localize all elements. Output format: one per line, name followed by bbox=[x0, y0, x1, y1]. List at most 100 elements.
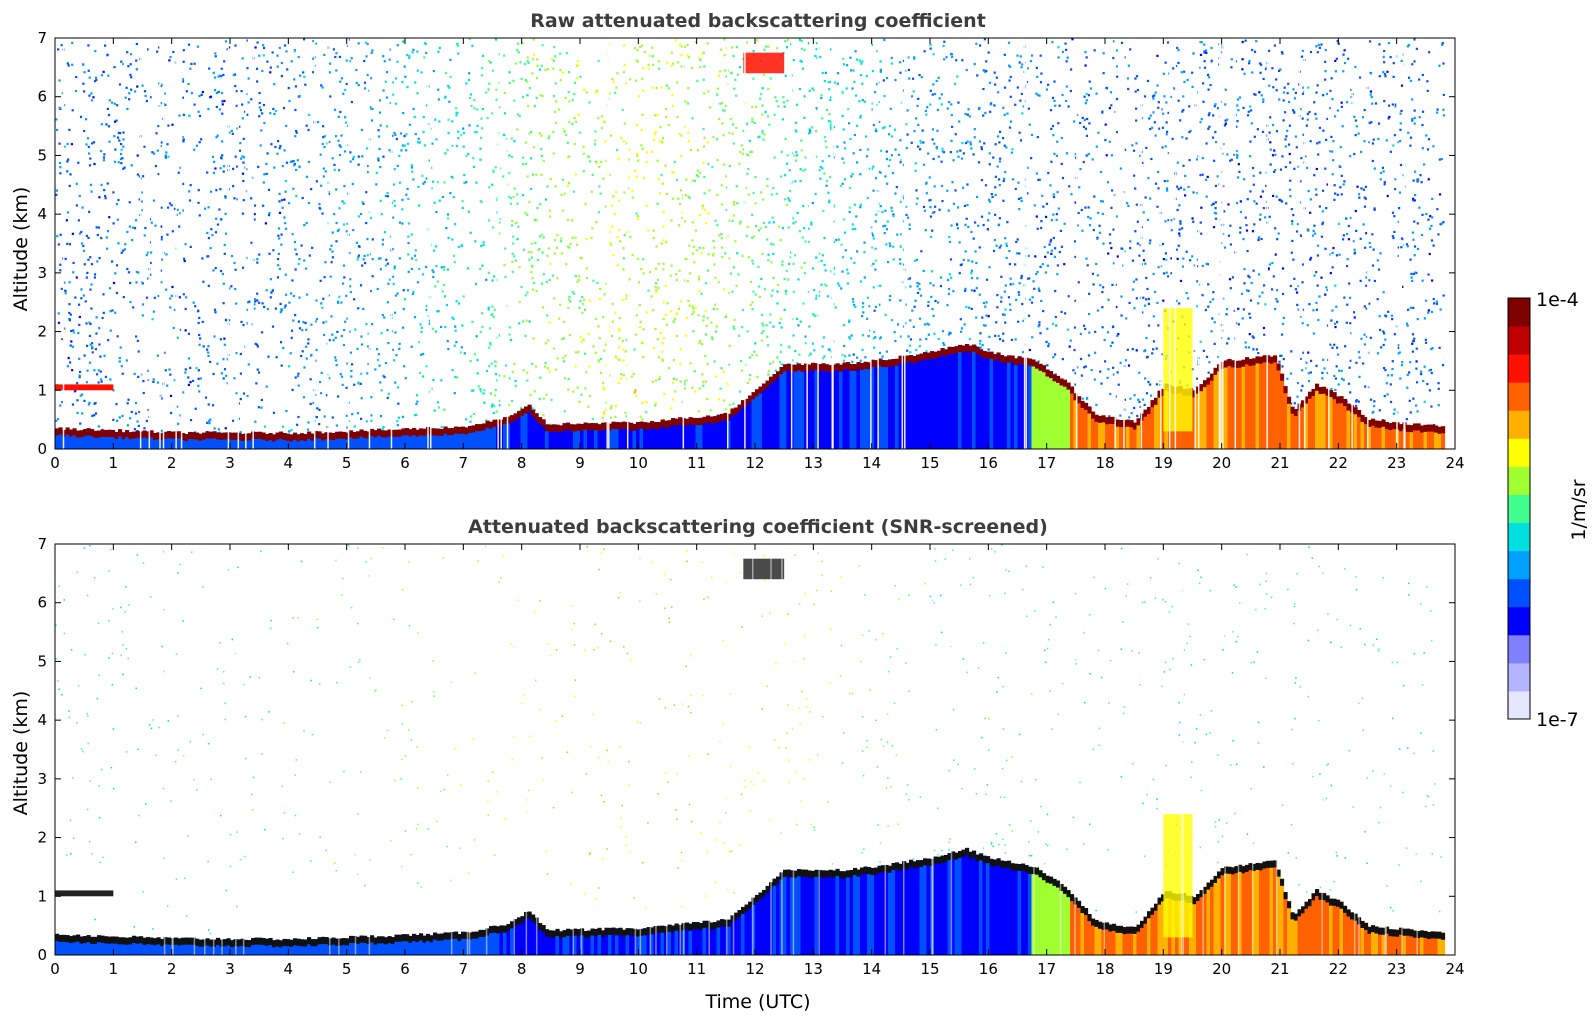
speckle bbox=[524, 294, 527, 297]
speckle bbox=[528, 87, 531, 90]
speckle bbox=[623, 122, 626, 125]
speckle bbox=[1082, 125, 1086, 129]
speckle bbox=[312, 39, 315, 43]
speckle bbox=[1334, 115, 1337, 118]
speckle bbox=[855, 215, 858, 218]
speckle bbox=[1311, 234, 1315, 237]
speckle bbox=[1413, 199, 1416, 202]
speckle bbox=[476, 124, 479, 128]
speckle bbox=[1427, 309, 1430, 312]
speckle bbox=[160, 238, 163, 241]
speckle bbox=[720, 246, 724, 249]
speckle bbox=[849, 137, 852, 141]
speckle bbox=[929, 103, 932, 106]
speckle bbox=[1116, 334, 1119, 337]
speckle bbox=[752, 50, 755, 53]
speckle bbox=[956, 206, 960, 209]
speckle bbox=[182, 113, 185, 116]
speckle bbox=[679, 348, 682, 351]
speckle bbox=[1210, 203, 1213, 207]
speckle bbox=[880, 149, 883, 152]
speckle bbox=[117, 131, 120, 135]
speckle bbox=[530, 251, 533, 254]
speckle bbox=[872, 189, 875, 192]
speckle bbox=[279, 311, 282, 314]
speckle bbox=[403, 65, 406, 68]
speckle bbox=[874, 91, 877, 94]
speckle bbox=[1400, 246, 1403, 249]
speckle bbox=[75, 276, 78, 279]
speckle bbox=[322, 167, 325, 170]
speckle bbox=[890, 154, 893, 157]
speckle bbox=[143, 427, 146, 430]
speckle bbox=[253, 303, 256, 306]
speckle bbox=[805, 342, 808, 345]
speckle bbox=[676, 61, 680, 64]
speckle bbox=[1313, 101, 1316, 104]
speckle bbox=[332, 48, 336, 51]
speckle bbox=[1260, 94, 1263, 97]
speckle bbox=[929, 215, 933, 218]
speckle bbox=[233, 73, 237, 76]
speckle bbox=[104, 375, 108, 378]
speckle bbox=[710, 321, 713, 324]
speckle bbox=[1410, 272, 1413, 275]
speckle bbox=[83, 354, 86, 357]
speckle bbox=[1106, 331, 1110, 334]
speckle bbox=[764, 225, 767, 229]
speckle bbox=[154, 164, 158, 168]
speckle bbox=[1065, 60, 1068, 63]
speckle bbox=[1154, 182, 1158, 185]
speckle bbox=[1427, 218, 1430, 221]
speckle bbox=[87, 403, 90, 406]
speckle bbox=[1179, 186, 1183, 189]
speckle bbox=[1228, 278, 1232, 281]
speckle bbox=[535, 96, 538, 100]
speckle bbox=[714, 330, 718, 333]
speckle bbox=[1061, 93, 1064, 97]
speckle bbox=[1068, 345, 1071, 348]
speckle bbox=[702, 78, 705, 81]
speckle bbox=[807, 227, 810, 230]
speckle bbox=[947, 278, 950, 282]
speckle bbox=[68, 318, 71, 321]
speckle bbox=[997, 223, 1000, 226]
speckle bbox=[620, 373, 623, 376]
speckle bbox=[580, 341, 583, 344]
speckle bbox=[1112, 262, 1115, 265]
speckle bbox=[181, 96, 185, 99]
speckle bbox=[852, 300, 855, 304]
speckle bbox=[1313, 224, 1316, 227]
speckle bbox=[884, 209, 887, 212]
speckle bbox=[867, 335, 870, 338]
speckle bbox=[447, 217, 450, 220]
speckle bbox=[734, 240, 737, 243]
speckle bbox=[1251, 230, 1255, 233]
speckle bbox=[338, 295, 341, 298]
speckle bbox=[357, 163, 360, 166]
speckle bbox=[322, 297, 325, 300]
speckle bbox=[82, 294, 85, 297]
speckle bbox=[894, 192, 897, 195]
speckle bbox=[807, 132, 810, 135]
speckle bbox=[1413, 220, 1416, 223]
speckle bbox=[1034, 255, 1037, 258]
speckle bbox=[83, 129, 86, 133]
speckle bbox=[386, 195, 389, 198]
speckle bbox=[975, 261, 978, 265]
speckle bbox=[692, 245, 696, 248]
speckle bbox=[305, 328, 308, 331]
speckle bbox=[481, 325, 484, 328]
speckle bbox=[197, 369, 200, 372]
speckle bbox=[1165, 187, 1169, 190]
speckle bbox=[221, 112, 224, 115]
speckle bbox=[245, 39, 248, 42]
speckle bbox=[473, 353, 477, 356]
speckle bbox=[538, 235, 542, 238]
speckle bbox=[540, 148, 543, 151]
speckle bbox=[1430, 347, 1433, 351]
speckle bbox=[872, 262, 875, 265]
speckle bbox=[1151, 126, 1154, 129]
speckle bbox=[1188, 131, 1191, 134]
speckle bbox=[1363, 140, 1366, 143]
